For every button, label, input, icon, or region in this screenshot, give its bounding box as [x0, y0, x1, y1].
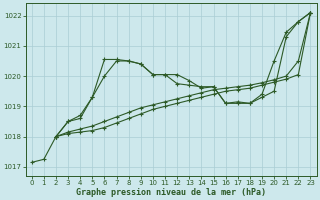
X-axis label: Graphe pression niveau de la mer (hPa): Graphe pression niveau de la mer (hPa)	[76, 188, 266, 197]
